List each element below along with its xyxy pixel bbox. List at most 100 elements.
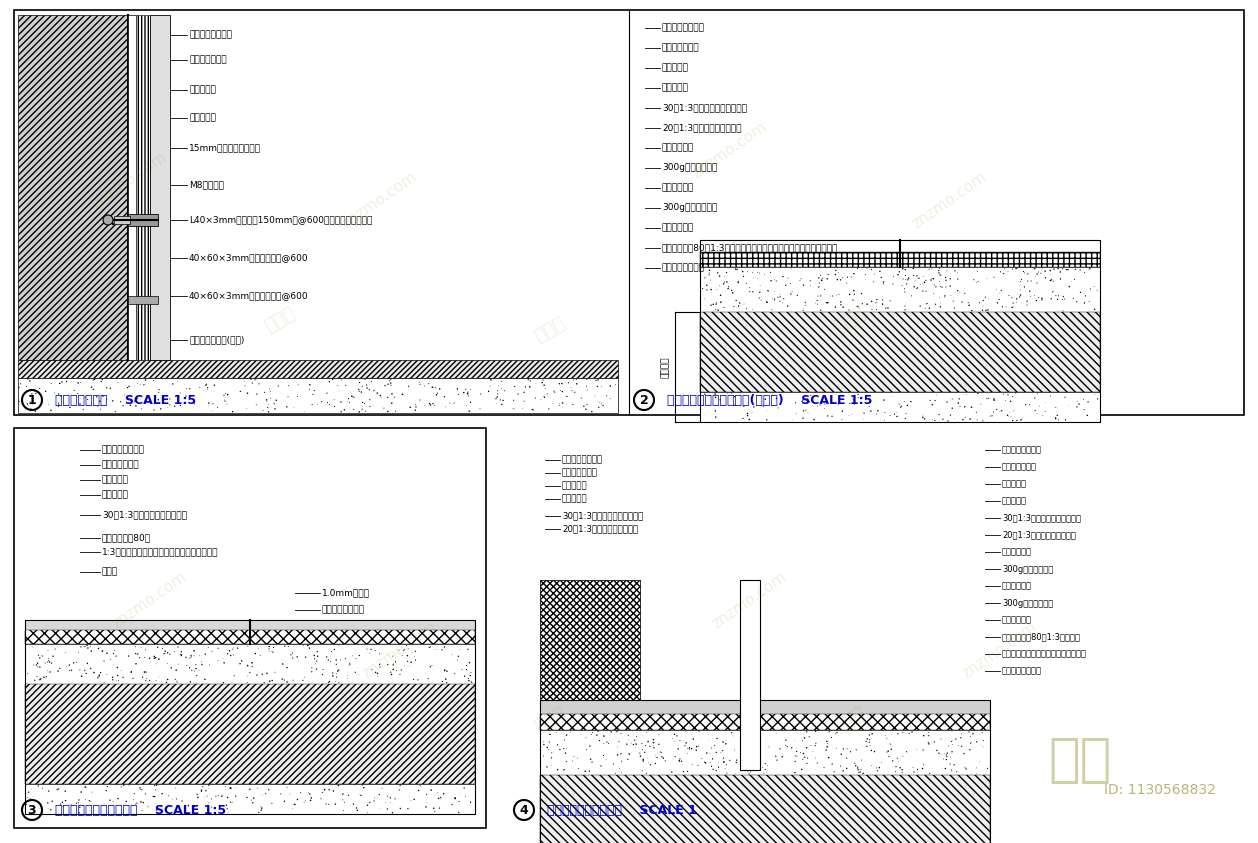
Point xyxy=(326,797,346,811)
Point xyxy=(905,280,925,293)
Point xyxy=(550,396,570,410)
Point xyxy=(848,761,868,775)
Point xyxy=(999,288,1019,302)
Point xyxy=(645,748,665,761)
Point xyxy=(867,303,887,316)
Point xyxy=(711,288,731,302)
Point xyxy=(126,797,146,811)
Point xyxy=(81,662,101,675)
Point xyxy=(745,760,765,773)
Point xyxy=(385,405,405,418)
Point xyxy=(201,405,221,418)
Point xyxy=(75,781,96,794)
Point xyxy=(18,791,38,804)
Point xyxy=(727,263,747,277)
Point xyxy=(33,649,53,663)
Point xyxy=(750,754,770,767)
Point xyxy=(136,674,156,688)
Text: 无机水磨石片材: 无机水磨石片材 xyxy=(562,469,598,477)
Point xyxy=(913,744,933,757)
Point xyxy=(306,658,326,671)
Point xyxy=(142,395,162,409)
Point xyxy=(107,674,127,687)
Point xyxy=(39,784,59,797)
Point xyxy=(33,395,53,409)
Point xyxy=(793,753,813,766)
Point xyxy=(840,397,860,411)
Point xyxy=(360,383,380,396)
Point xyxy=(1084,388,1105,401)
Point xyxy=(733,270,754,283)
Point xyxy=(425,643,445,657)
Point xyxy=(121,399,141,412)
Point xyxy=(832,413,852,427)
Point xyxy=(902,289,922,303)
Point xyxy=(611,747,632,760)
Text: 专用粘接剂: 专用粘接剂 xyxy=(189,114,216,122)
Point xyxy=(543,384,564,398)
Point xyxy=(626,738,647,751)
Point xyxy=(540,735,560,749)
Point xyxy=(328,663,348,677)
Point xyxy=(726,756,746,770)
Point xyxy=(385,390,405,404)
Point xyxy=(171,649,191,663)
Point xyxy=(75,781,96,794)
Point xyxy=(833,764,853,777)
Point xyxy=(331,395,351,409)
Point xyxy=(321,645,341,658)
Point xyxy=(94,654,114,668)
Point xyxy=(340,657,360,670)
Point xyxy=(894,304,915,318)
Point xyxy=(157,657,177,670)
Point xyxy=(897,745,917,759)
Point xyxy=(888,755,908,769)
Point xyxy=(972,726,993,739)
Point xyxy=(596,753,616,766)
Point xyxy=(343,390,364,404)
Point xyxy=(957,840,977,843)
Point xyxy=(825,268,845,282)
Point xyxy=(976,303,996,317)
Point xyxy=(171,386,191,400)
Point xyxy=(940,279,960,293)
Point xyxy=(307,663,327,676)
Point xyxy=(766,749,786,763)
Point xyxy=(316,797,336,811)
Text: 1: 1 xyxy=(28,394,36,406)
Point xyxy=(1011,412,1032,426)
Point xyxy=(708,303,728,317)
Point xyxy=(977,392,998,405)
Point xyxy=(440,396,460,410)
Point xyxy=(754,766,774,780)
Point xyxy=(738,734,759,748)
Point xyxy=(849,840,869,843)
Point xyxy=(1035,395,1055,409)
Point xyxy=(1028,387,1048,400)
Point xyxy=(723,300,743,314)
Point xyxy=(930,261,950,275)
Point xyxy=(262,674,282,687)
Point xyxy=(564,750,584,764)
Point xyxy=(1048,413,1068,427)
Point xyxy=(1000,406,1020,420)
Point xyxy=(942,392,962,405)
Point xyxy=(928,746,949,760)
Point xyxy=(824,765,844,778)
Point xyxy=(312,786,332,799)
Point xyxy=(945,411,965,425)
Point xyxy=(97,780,117,793)
Point xyxy=(186,676,206,690)
Point xyxy=(458,387,478,400)
Point xyxy=(1033,409,1053,422)
Point xyxy=(947,765,967,779)
Point xyxy=(606,725,626,738)
Point xyxy=(189,663,209,677)
Point xyxy=(550,377,570,390)
Point xyxy=(673,765,693,778)
Point xyxy=(859,728,879,742)
Point xyxy=(694,755,715,769)
Point xyxy=(410,378,430,391)
Point xyxy=(725,744,745,757)
Point xyxy=(873,298,893,311)
